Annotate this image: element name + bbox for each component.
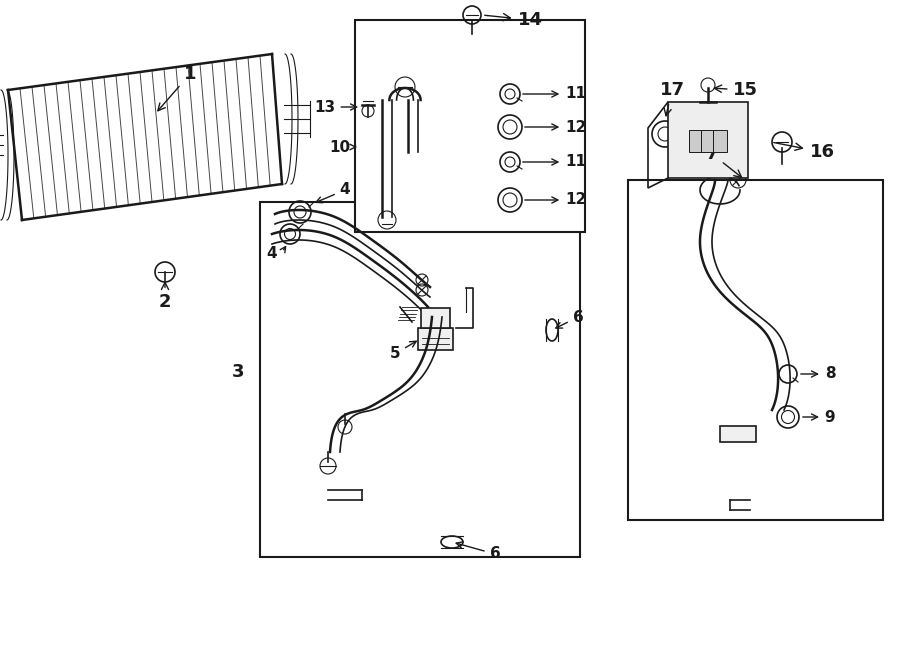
Text: 2: 2 <box>158 282 171 311</box>
Text: 15: 15 <box>715 81 758 99</box>
Text: 9: 9 <box>803 410 835 424</box>
Text: 6: 6 <box>456 542 500 561</box>
Text: 14: 14 <box>485 11 543 29</box>
Text: 13: 13 <box>314 99 356 115</box>
Text: 7: 7 <box>706 145 742 177</box>
Bar <box>421 308 450 328</box>
Text: 6: 6 <box>556 310 583 328</box>
Bar <box>260 202 580 557</box>
Text: 12: 12 <box>525 120 586 134</box>
Bar <box>701 130 715 152</box>
Bar <box>628 180 883 520</box>
Bar <box>418 328 453 350</box>
Text: 10: 10 <box>329 140 351 154</box>
Bar <box>668 102 748 178</box>
Text: 4: 4 <box>266 246 277 261</box>
Bar <box>713 130 727 152</box>
Text: 4: 4 <box>316 183 350 203</box>
Text: 5: 5 <box>390 341 417 361</box>
Text: 3: 3 <box>232 363 244 381</box>
Text: 16: 16 <box>774 142 834 161</box>
Text: 8: 8 <box>801 367 835 381</box>
Bar <box>720 426 756 442</box>
Text: 11: 11 <box>523 87 586 101</box>
Text: 1: 1 <box>158 65 196 111</box>
Text: 11: 11 <box>523 154 586 169</box>
Text: 12: 12 <box>525 193 586 207</box>
Bar <box>355 20 585 232</box>
Text: 17: 17 <box>660 81 685 116</box>
Bar <box>689 130 703 152</box>
